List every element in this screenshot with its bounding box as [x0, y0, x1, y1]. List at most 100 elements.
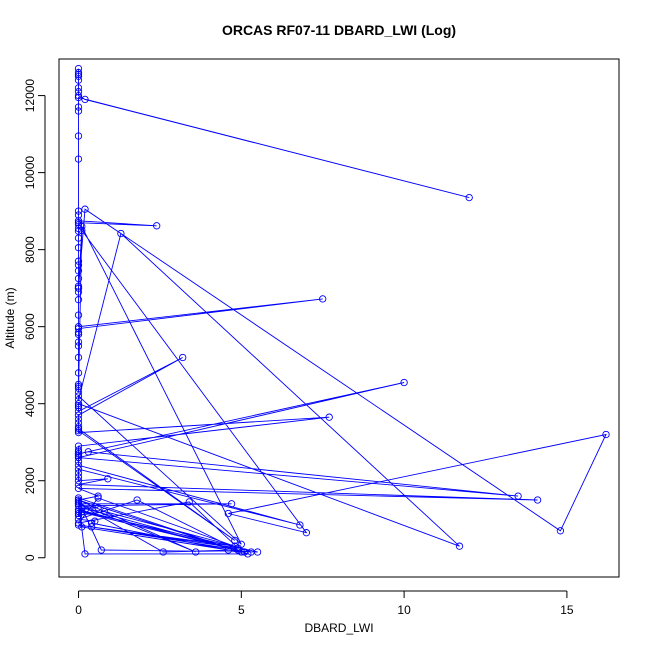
- data-point: [74, 442, 83, 450]
- data-point: [465, 193, 473, 202]
- data-point: [117, 229, 125, 238]
- data-point: [74, 400, 83, 408]
- data-point: [74, 68, 83, 77]
- data-point: [74, 217, 83, 225]
- data-point: [74, 323, 83, 331]
- data-point: [74, 338, 83, 346]
- data-point: [74, 288, 83, 296]
- y-tick-label: 0: [23, 554, 37, 561]
- data-point: [556, 527, 565, 535]
- data-point: [97, 546, 105, 554]
- plot-layer: [74, 64, 610, 558]
- data-point: [514, 492, 522, 500]
- data-point: [100, 507, 109, 516]
- data-point: [81, 550, 89, 558]
- data-point: [74, 446, 83, 454]
- x-tick-label: 0: [75, 603, 82, 617]
- data-point: [74, 84, 83, 92]
- y-tick-label: 2000: [23, 467, 37, 494]
- data-point: [74, 428, 83, 437]
- data-point: [74, 473, 83, 481]
- data-point: [400, 378, 408, 387]
- data-point: [74, 453, 83, 462]
- y-axis-label: Altitude (m): [3, 287, 17, 348]
- data-point: [74, 257, 83, 265]
- data-point: [185, 498, 193, 506]
- data-point: [74, 70, 83, 79]
- y-tick-label: 12000: [23, 79, 37, 113]
- data-point: [84, 448, 92, 456]
- y-axis: 0 2000 4000 6000 8000 10000 12000: [23, 79, 46, 561]
- data-point: [74, 401, 83, 410]
- data-point: [78, 523, 86, 531]
- data-point: [78, 507, 86, 516]
- plot-frame: [58, 58, 620, 578]
- data-point: [74, 461, 83, 469]
- data-point: [74, 328, 83, 337]
- data-point: [179, 353, 187, 362]
- data-point: [224, 546, 232, 554]
- data-point: [74, 88, 83, 96]
- data-point: [74, 382, 83, 391]
- data-point: [74, 423, 83, 431]
- data-point: [74, 64, 83, 73]
- data-point: [74, 207, 83, 215]
- data-point: [81, 205, 89, 213]
- data-point: [74, 415, 83, 423]
- data-point: [74, 425, 83, 433]
- data-point: [74, 465, 83, 473]
- data-point: [192, 548, 200, 556]
- y-tick-label: 10000: [23, 156, 37, 190]
- chart-title: ORCAS RF07-11 DBARD_LWI (Log): [222, 22, 456, 38]
- data-point: [74, 380, 83, 389]
- data-point: [227, 500, 236, 508]
- data-point: [74, 324, 83, 333]
- data-point: [319, 295, 327, 303]
- data-point: [74, 457, 83, 466]
- data-point: [74, 452, 83, 460]
- x-tick-label: 5: [238, 603, 245, 617]
- data-point: [74, 244, 83, 252]
- data-point: [159, 548, 167, 556]
- data-point: [74, 419, 83, 427]
- data-point: [74, 91, 83, 100]
- data-point: [74, 284, 83, 292]
- data-point: [94, 504, 102, 512]
- data-point: [74, 267, 83, 275]
- data-point: [602, 430, 610, 439]
- data-point: [74, 407, 83, 416]
- data-point: [74, 448, 83, 456]
- data-point: [325, 413, 333, 421]
- data-point: [253, 548, 262, 556]
- data-point: [87, 523, 96, 531]
- data-point: [87, 519, 96, 527]
- data-point: [74, 107, 83, 115]
- data-point: [231, 536, 239, 545]
- data-point: [74, 427, 83, 435]
- data-point: [94, 492, 102, 500]
- data-point: [74, 234, 83, 242]
- data-point: [234, 546, 242, 554]
- data-point: [74, 411, 83, 419]
- x-axis-label: DBARD_LWI: [304, 621, 373, 635]
- data-point: [74, 93, 83, 102]
- data-point: [74, 396, 83, 404]
- data-point: [74, 369, 83, 377]
- data-point: [153, 222, 161, 230]
- data-point: [74, 450, 83, 458]
- data-point: [244, 550, 252, 558]
- data-point: [74, 480, 83, 489]
- data-point: [533, 496, 542, 504]
- data-point: [296, 521, 304, 529]
- data-point: [74, 261, 83, 269]
- x-tick-label: 10: [397, 603, 411, 617]
- data-point: [74, 500, 83, 508]
- data-point: [74, 388, 83, 396]
- data-point: [74, 515, 83, 523]
- y-tick-label: 4000: [23, 390, 37, 417]
- data-point: [133, 496, 141, 504]
- data-point: [74, 274, 83, 283]
- data-point: [74, 384, 83, 392]
- data-point: [78, 222, 86, 231]
